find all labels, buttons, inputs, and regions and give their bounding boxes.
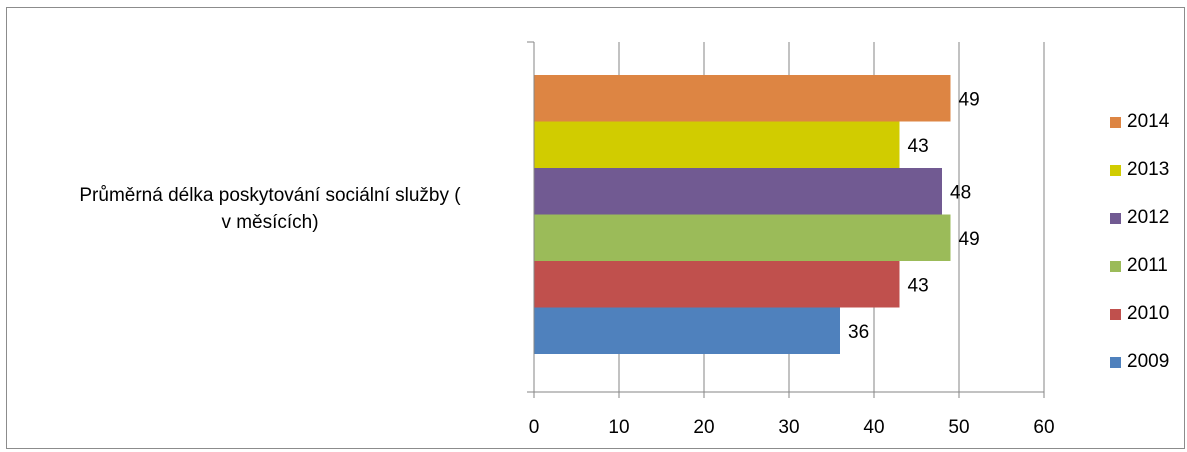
category-label-line-1: Průměrná délka poskytování sociální služ…	[79, 185, 461, 206]
legend-label: 2009	[1127, 351, 1170, 372]
x-tick-label: 10	[608, 417, 629, 438]
x-tick-label: 0	[529, 417, 540, 438]
data-label-2012: 48	[950, 182, 971, 203]
x-tick-label: 50	[948, 417, 969, 438]
legend-swatch	[1110, 116, 1121, 128]
category-label: Průměrná délka poskytování sociální služ…	[20, 182, 520, 236]
category-label-line-2: v měsících)	[221, 212, 319, 233]
legend-swatch	[1110, 260, 1121, 272]
x-tick-label: 30	[778, 417, 799, 438]
bar-2012	[534, 168, 942, 215]
legend-item-2009: 2009	[1110, 338, 1169, 386]
bar-2009	[534, 307, 840, 354]
legend-label: 2014	[1127, 111, 1170, 132]
legend-item-2012: 2012	[1110, 194, 1169, 242]
bar-2011	[534, 214, 951, 261]
bar-2010	[534, 261, 900, 308]
legend-label: 2012	[1127, 207, 1170, 228]
legend-item-2010: 2010	[1110, 290, 1169, 338]
bar-2014	[534, 75, 951, 122]
legend-swatch	[1110, 164, 1121, 176]
legend-item-2013: 2013	[1110, 146, 1169, 194]
data-label-2009: 36	[848, 322, 869, 343]
data-label-2013: 43	[908, 136, 929, 157]
data-label-2010: 43	[908, 275, 929, 296]
legend-swatch	[1110, 356, 1121, 368]
x-tick-label: 40	[863, 417, 884, 438]
legend-item-2014: 2014	[1110, 98, 1169, 146]
data-label-2011: 49	[959, 229, 980, 250]
legend-item-2011: 2011	[1110, 242, 1169, 290]
legend-swatch	[1110, 308, 1121, 320]
legend-swatch	[1110, 212, 1121, 224]
x-tick-label: 60	[1033, 417, 1054, 438]
legend-label: 2011	[1127, 255, 1168, 276]
legend-label: 2010	[1127, 303, 1170, 324]
legend: 2014 2013 2012 2011 2010 2009	[1110, 98, 1169, 386]
legend-label: 2013	[1127, 159, 1170, 180]
bar-2013	[534, 121, 900, 168]
data-label-2014: 49	[959, 89, 980, 110]
x-tick-label: 20	[693, 417, 714, 438]
